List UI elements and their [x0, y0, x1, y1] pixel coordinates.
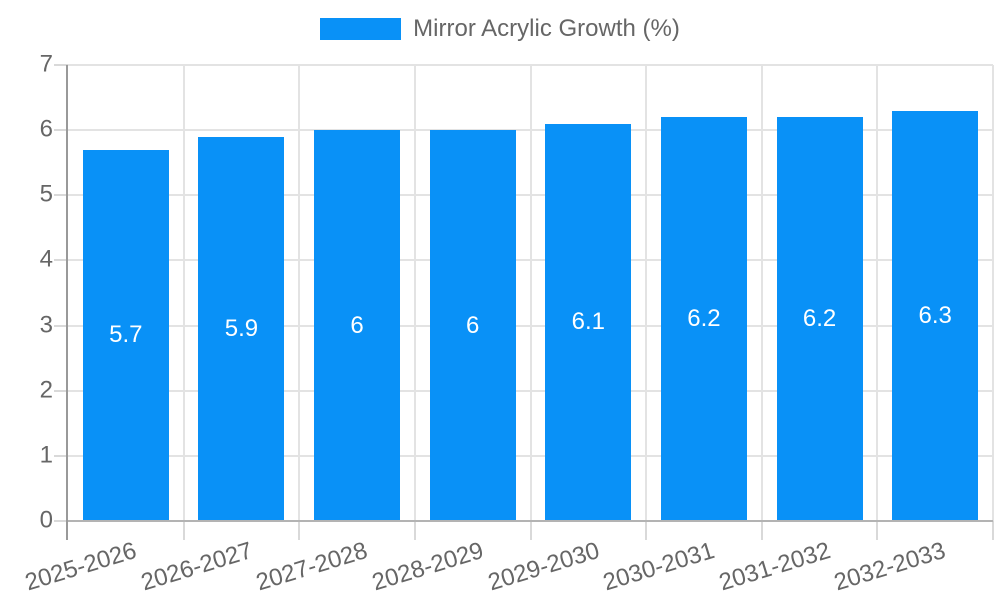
x-tick — [992, 521, 994, 540]
y-axis-tick-label: 2 — [39, 376, 53, 404]
y-axis-tick-label: 3 — [39, 311, 53, 339]
y-axis-tick-label: 6 — [39, 115, 53, 143]
bar-value-label: 6.2 — [687, 305, 721, 333]
y-axis-tick-label: 4 — [39, 245, 53, 273]
x-axis-line — [68, 520, 993, 522]
vertical-gridline — [413, 65, 416, 521]
x-axis-tick-label: 2028-2029 — [368, 537, 487, 597]
vertical-gridline — [992, 65, 994, 521]
bar-value-label: 6 — [350, 311, 364, 339]
bar — [82, 149, 169, 521]
bar — [776, 117, 863, 521]
x-tick — [298, 521, 301, 540]
x-axis-tick-label: 2026-2027 — [137, 537, 256, 597]
y-tick — [54, 324, 68, 327]
y-axis-line — [66, 65, 68, 540]
bar — [660, 117, 747, 521]
bar-value-label: 6 — [466, 311, 480, 339]
legend[interactable]: Mirror Acrylic Growth (%) — [0, 15, 1000, 42]
y-tick — [54, 259, 68, 262]
x-tick — [876, 521, 879, 540]
bar-value-label: 6.2 — [802, 305, 837, 333]
bar-value-label: 5.7 — [109, 321, 143, 349]
y-axis-tick-label: 7 — [39, 50, 53, 78]
bar-value-label: 6.3 — [918, 301, 952, 329]
legend-label: Mirror Acrylic Growth (%) — [413, 15, 680, 42]
bar — [429, 130, 516, 521]
vertical-gridline — [298, 65, 301, 521]
x-tick — [645, 521, 648, 540]
bar-value-label: 6.1 — [571, 308, 605, 336]
vertical-gridline — [182, 65, 185, 521]
vertical-gridline — [876, 65, 879, 521]
bar — [198, 136, 285, 521]
x-tick — [760, 521, 763, 540]
bar — [892, 110, 979, 521]
x-axis-tick-label: 2031-2032 — [715, 537, 834, 597]
y-tick — [54, 129, 68, 132]
legend-swatch — [320, 18, 402, 41]
bar-value-label: 5.9 — [224, 314, 259, 342]
x-tick — [413, 521, 416, 540]
y-axis-tick-label: 1 — [39, 441, 53, 469]
x-axis-tick-label: 2032-2033 — [831, 537, 950, 597]
y-tick — [54, 194, 68, 197]
bar — [314, 130, 401, 521]
x-axis-tick-label: 2030-2031 — [600, 537, 718, 597]
vertical-gridline — [645, 65, 648, 521]
bar — [545, 123, 632, 521]
y-axis-tick-label: 5 — [39, 180, 53, 208]
y-axis-tick-label: 0 — [39, 506, 53, 534]
vertical-gridline — [760, 65, 763, 521]
x-axis-tick-label: 2029-2030 — [484, 537, 603, 597]
x-axis-tick-label: 2027-2028 — [253, 537, 371, 597]
y-tick — [54, 389, 68, 392]
x-tick — [529, 521, 532, 540]
x-tick — [182, 521, 185, 540]
vertical-gridline — [529, 65, 532, 521]
y-tick — [54, 520, 68, 522]
y-tick — [54, 64, 68, 66]
y-tick — [54, 454, 68, 457]
x-axis-tick-label: 2025-2026 — [22, 537, 140, 597]
